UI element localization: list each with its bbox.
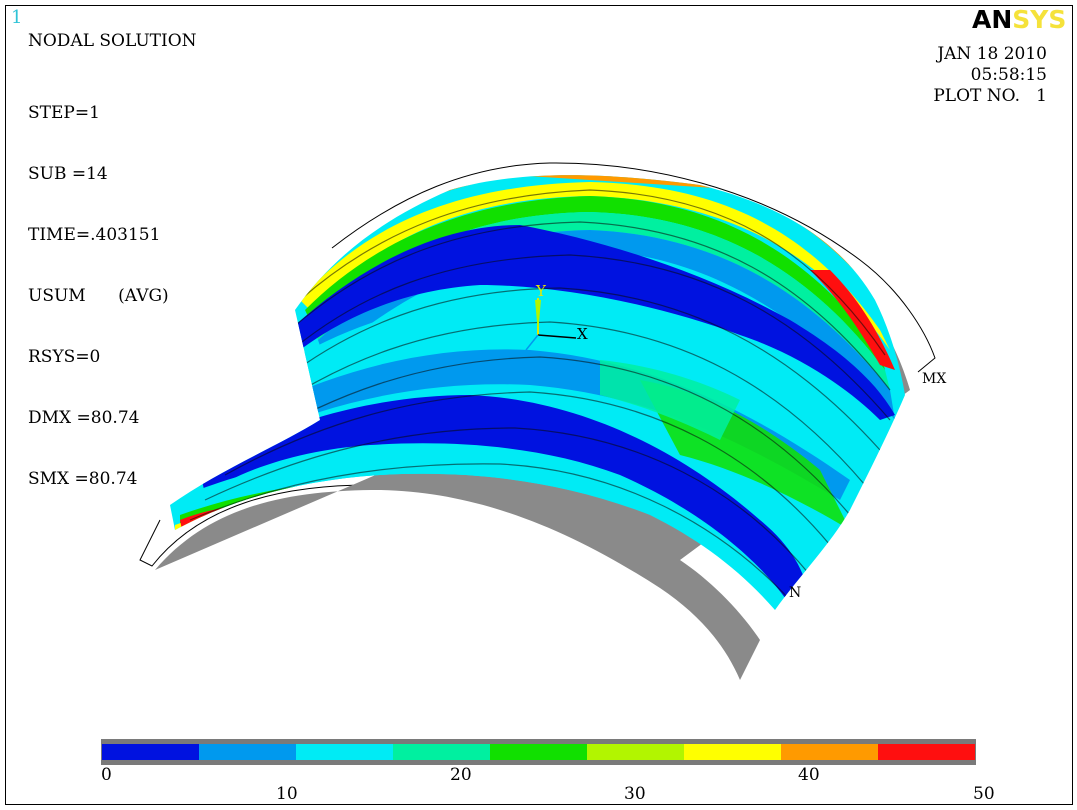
legend-seg-7 <box>684 744 781 760</box>
plot-number: PLOT NO. 1 <box>933 86 1047 106</box>
logo-an: AN <box>972 5 1013 34</box>
legend-label-50: 50 <box>973 784 995 804</box>
legend-seg-5 <box>490 744 587 760</box>
axis-triad <box>525 298 577 351</box>
solution-title: NODAL SOLUTION <box>28 31 197 51</box>
info-usum: USUM (AVG) <box>28 286 169 306</box>
legend-label-10: 10 <box>276 784 298 804</box>
info-rsys: RSYS=0 <box>28 347 101 367</box>
legend-seg-1 <box>102 744 199 760</box>
min-marker: N <box>789 585 801 601</box>
info-smx: SMX =80.74 <box>28 469 138 489</box>
info-sub: SUB =14 <box>28 164 108 184</box>
plot-time: 05:58:15 <box>970 65 1047 85</box>
info-lines: STEP=1 SUB =14 TIME=.403151 USUM (AVG) R… <box>28 63 169 530</box>
legend-seg-6 <box>587 744 684 760</box>
legend-label-20: 20 <box>450 765 472 785</box>
logo-sys: SYS <box>1012 5 1067 34</box>
plot-info: JAN 18 2010 05:58:15 PLOT NO. 1 <box>933 44 1047 107</box>
triad-x-label: X <box>577 325 588 343</box>
plot-date: JAN 18 2010 <box>937 44 1047 64</box>
legend-seg-8 <box>781 744 878 760</box>
legend-seg-3 <box>296 744 393 760</box>
legend-label-0: 0 <box>101 765 112 785</box>
info-dmx: DMX =80.74 <box>28 408 140 428</box>
max-marker: MX <box>922 371 946 387</box>
legend-seg-9 <box>878 744 975 760</box>
info-step: STEP=1 <box>28 103 100 123</box>
info-time: TIME=.403151 <box>28 225 161 245</box>
ansys-logo: ANSYS <box>972 5 1066 34</box>
triad-y-label: Y <box>535 282 547 300</box>
window-number: 1 <box>11 7 23 28</box>
contour-bands <box>170 175 905 610</box>
legend-seg-4 <box>393 744 490 760</box>
legend-seg-2 <box>199 744 296 760</box>
legend-label-40: 40 <box>798 765 820 785</box>
contour-legend-bar <box>101 739 976 765</box>
legend-label-30: 30 <box>624 784 646 804</box>
